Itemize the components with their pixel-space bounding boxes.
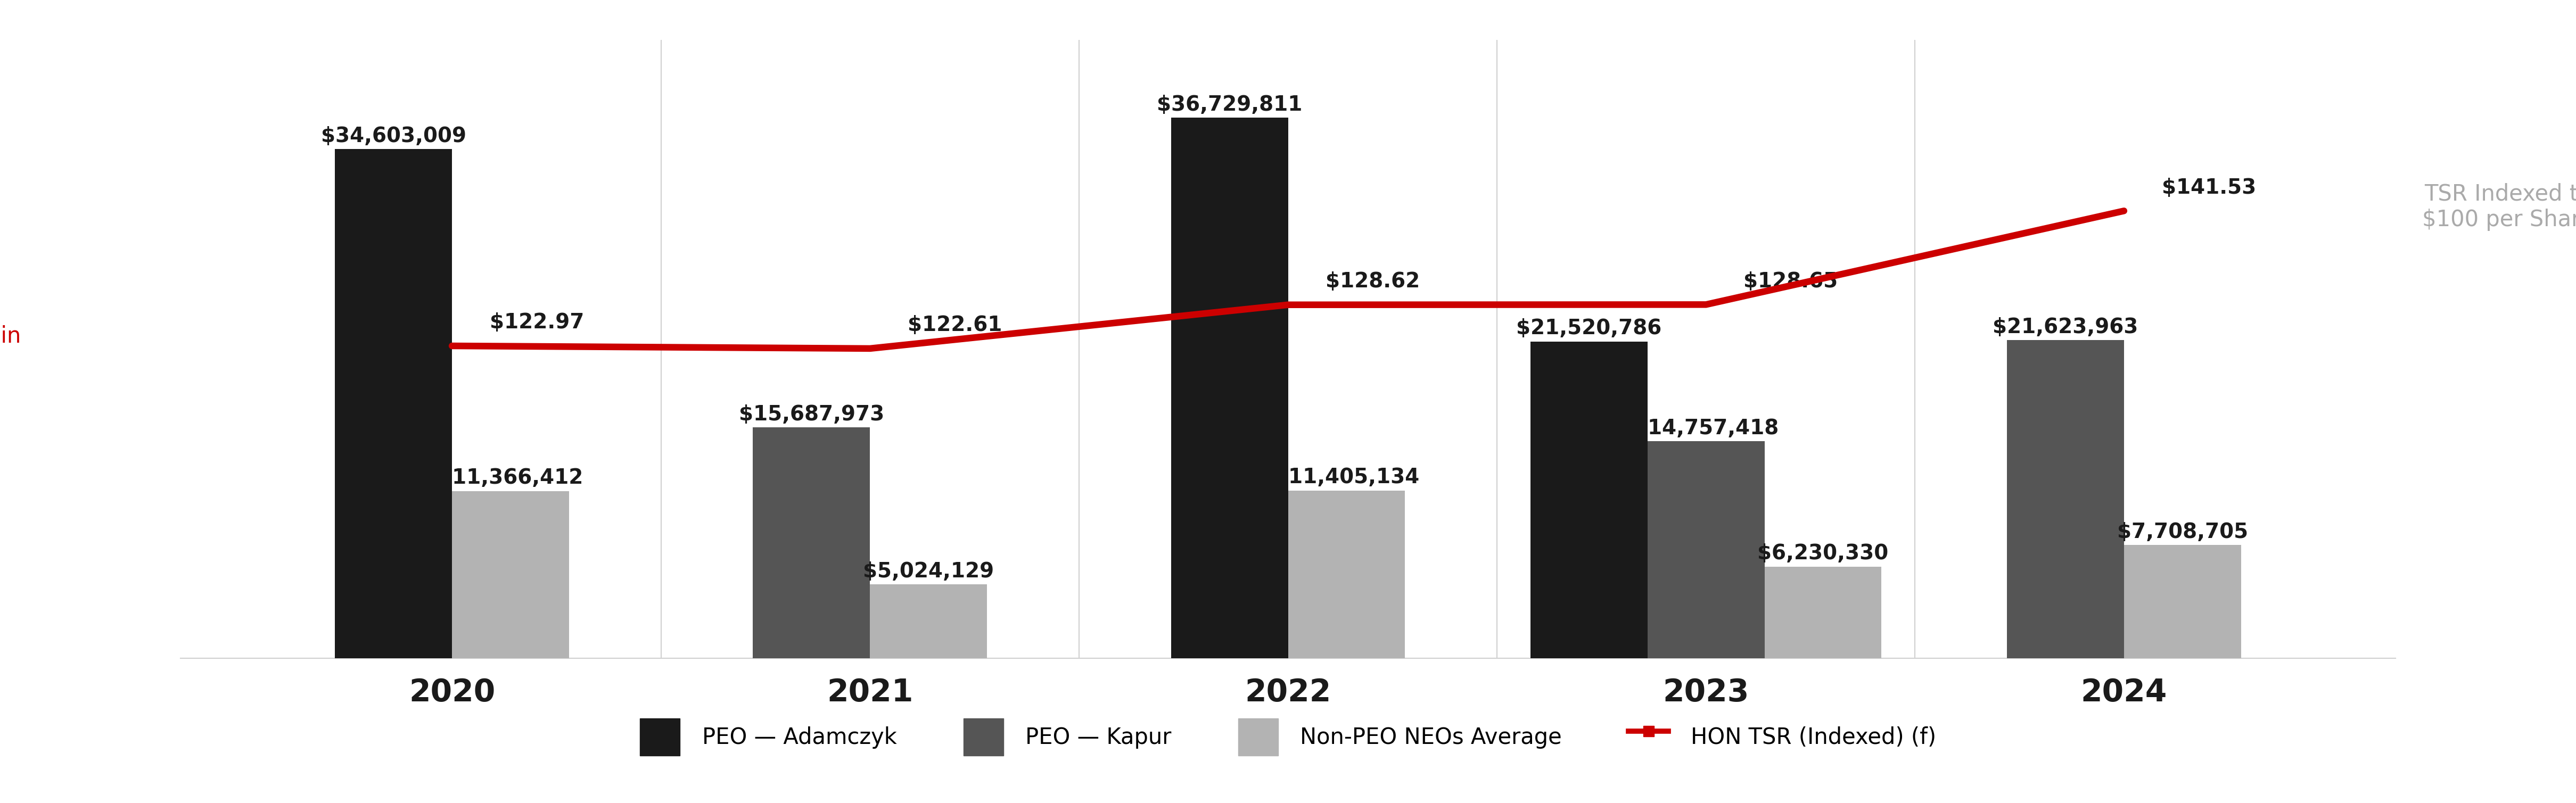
Text: $34,603,009: $34,603,009 [322,126,466,146]
Bar [335,149,451,658]
Text: $11,366,412: $11,366,412 [438,468,582,488]
Text: $128.65: $128.65 [1744,271,1837,291]
Bar [451,491,569,658]
Text: $14,757,418: $14,757,418 [1633,418,1777,438]
Bar [1530,341,1649,658]
Text: $36,729,811: $36,729,811 [1157,95,1303,115]
Bar [752,427,871,658]
Bar [1765,567,1880,658]
Bar [2125,545,2241,658]
Bar [1649,441,1765,658]
Text: $141.53: $141.53 [2161,177,2257,198]
Text: $6,230,330: $6,230,330 [1757,544,1888,564]
Legend: PEO — Adamczyk, PEO — Kapur, Non-PEO NEOs Average, HON TSR (Indexed) (f): PEO — Adamczyk, PEO — Kapur, Non-PEO NEO… [639,719,1937,756]
Bar [1288,491,1404,658]
Text: TSR Indexed to
$100 per Share: TSR Indexed to $100 per Share [2421,183,2576,231]
Bar [2007,340,2125,658]
Text: Compensation in
Dollars: Compensation in Dollars [0,325,21,373]
Text: $11,405,134: $11,405,134 [1273,467,1419,487]
Bar [1172,118,1288,658]
Text: $128.62: $128.62 [1327,271,1419,291]
Bar [871,585,987,658]
Text: $15,687,973: $15,687,973 [739,405,884,425]
Text: $21,520,786: $21,520,786 [1517,319,1662,339]
Text: $5,024,129: $5,024,129 [863,561,994,581]
Text: $7,708,705: $7,708,705 [2117,522,2249,542]
Text: $122.97: $122.97 [489,312,585,332]
Text: $21,623,963: $21,623,963 [1994,317,2138,337]
Text: $122.61: $122.61 [907,316,1002,336]
